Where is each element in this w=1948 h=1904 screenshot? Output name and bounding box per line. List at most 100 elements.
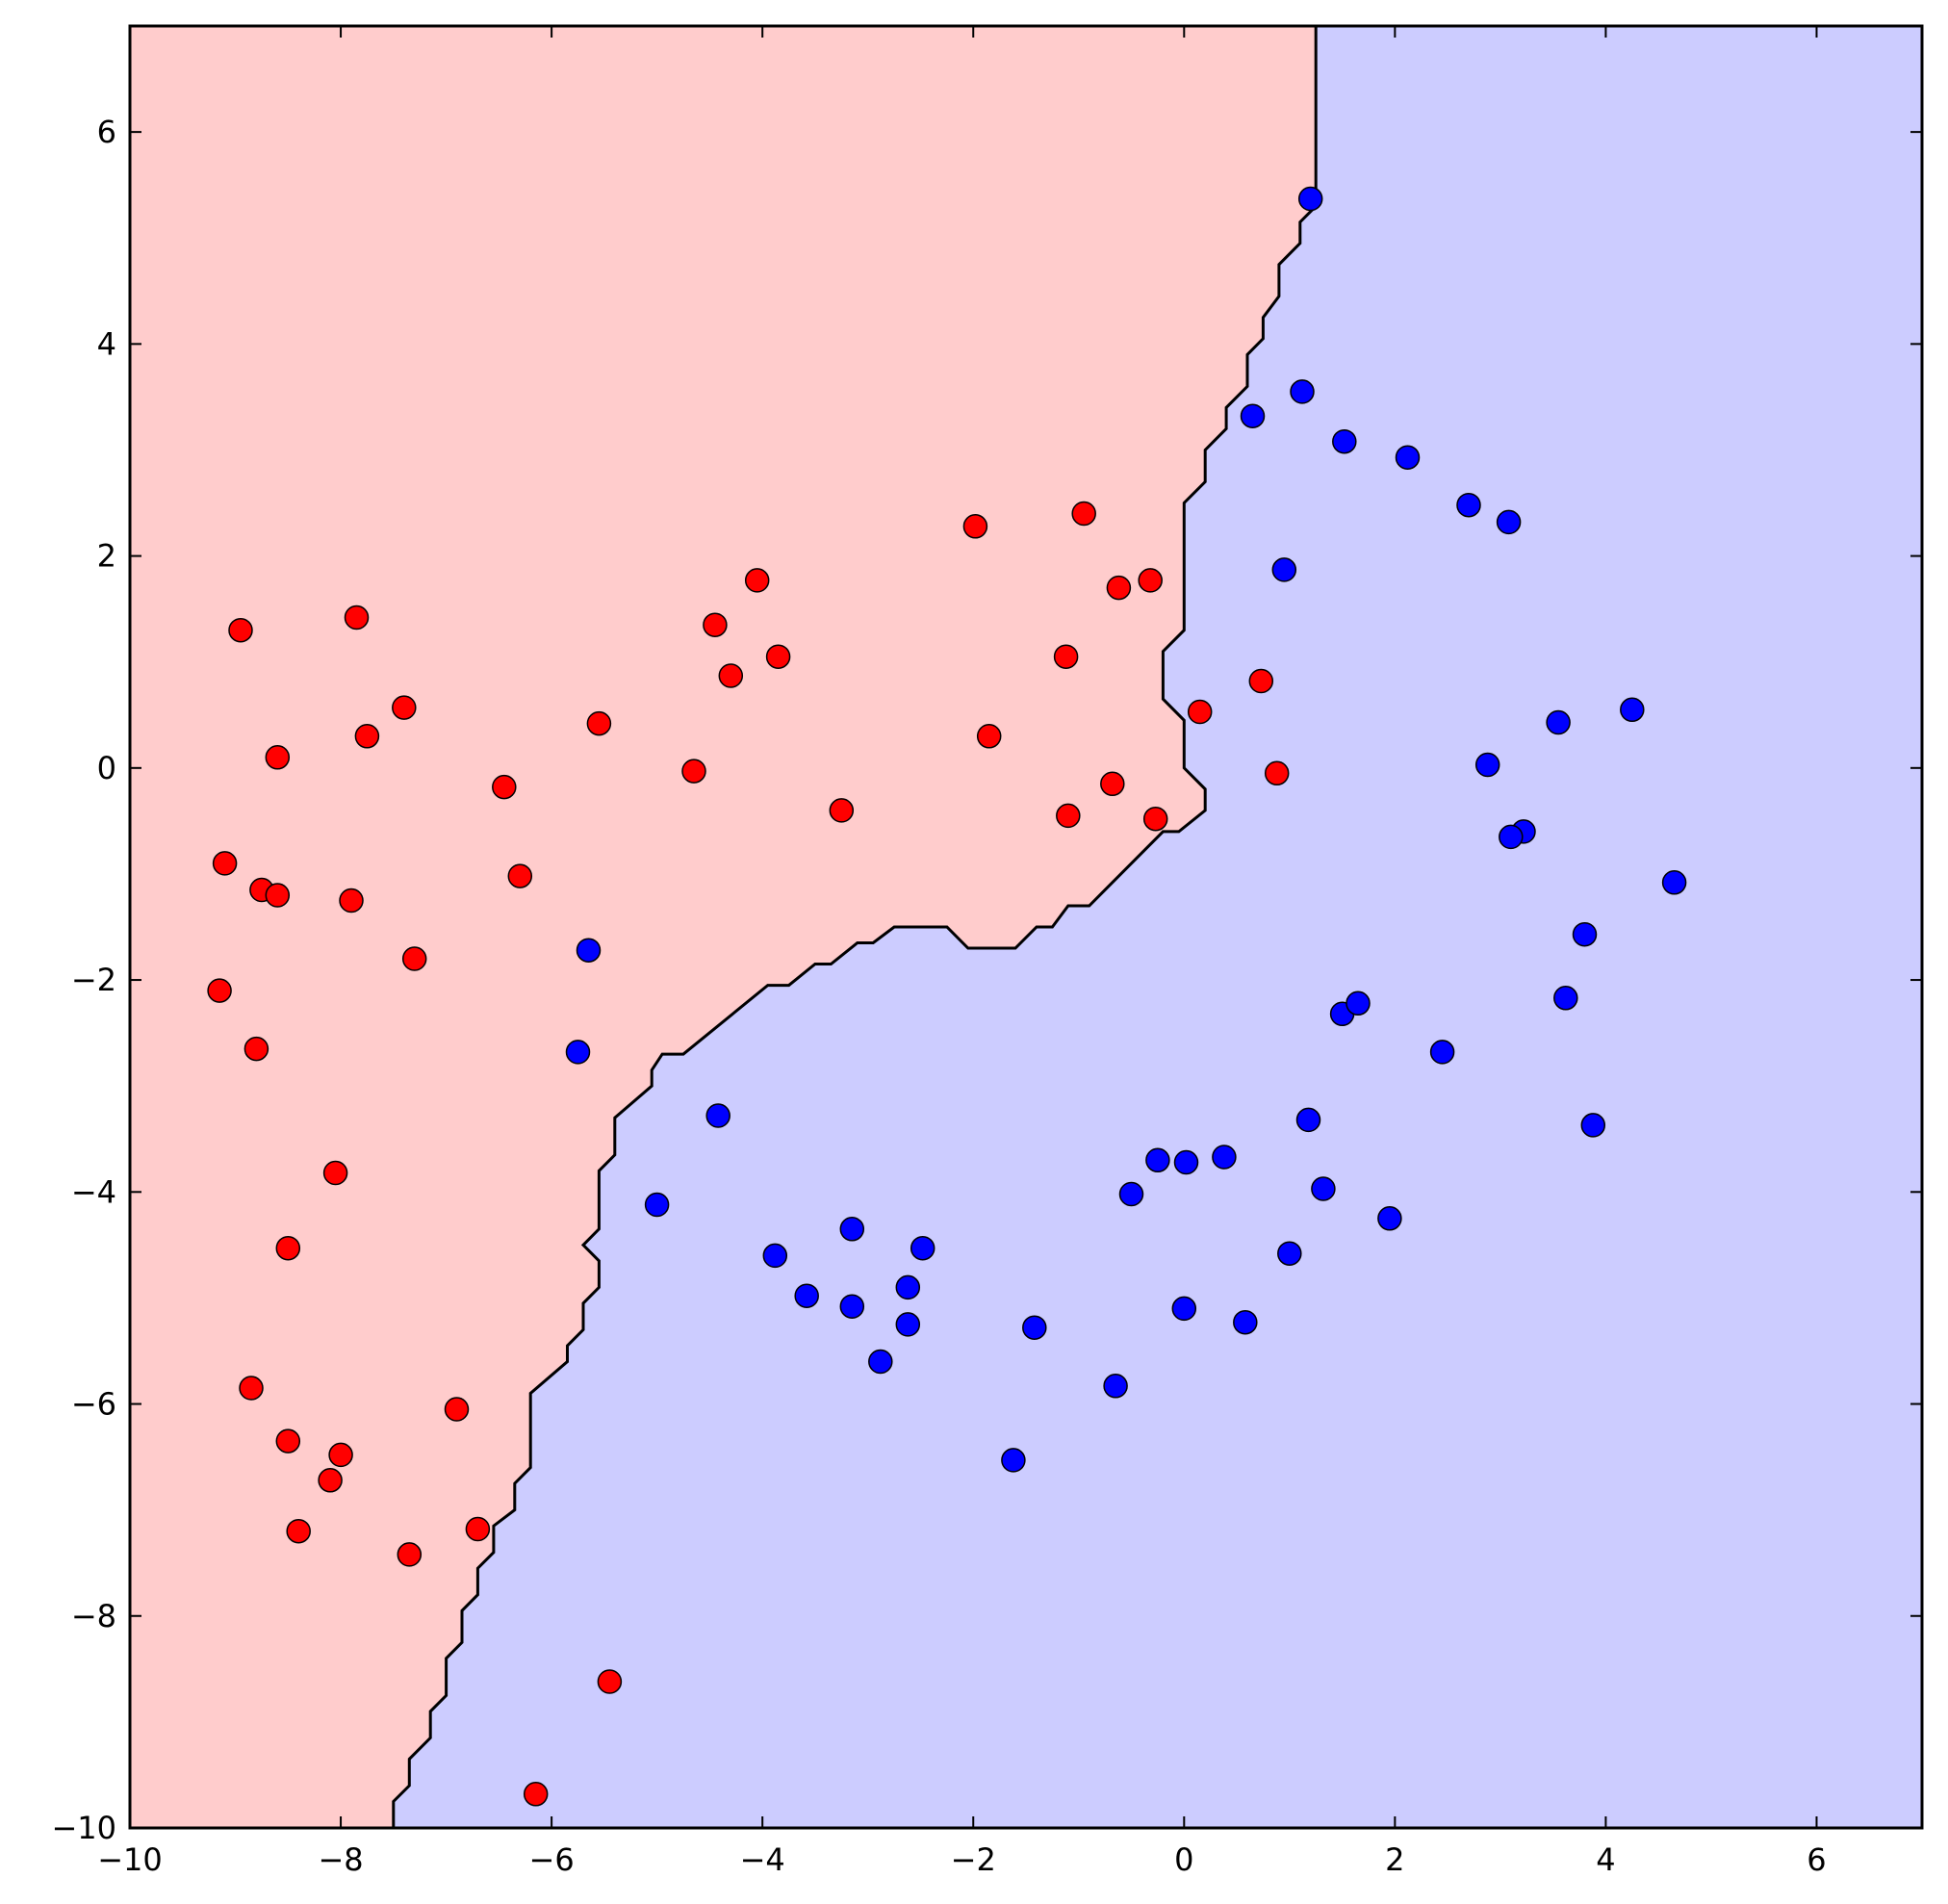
blue-class-point (1346, 991, 1371, 1016)
blue-class-point (1145, 1147, 1170, 1173)
red-class-point (1071, 501, 1096, 527)
red-class-point (318, 1468, 343, 1493)
blue-class-point (1499, 824, 1524, 850)
red-class-point (718, 663, 744, 688)
red-class-point (392, 695, 417, 720)
red-class-point (328, 1442, 353, 1468)
red-class-point (401, 946, 427, 971)
red-class-point (228, 617, 253, 643)
red-class-point (212, 851, 238, 876)
red-class-point (1248, 668, 1274, 694)
blue-class-point (705, 1103, 730, 1128)
y-tick-label: 4 (97, 325, 116, 362)
blue-class-point (762, 1243, 788, 1269)
scatter-points (207, 186, 1687, 1807)
blue-class-point (1429, 1040, 1455, 1065)
red-class-point (265, 883, 291, 908)
x-tick-label: 4 (1596, 1841, 1615, 1878)
red-class-point (586, 710, 612, 736)
blue-class-point (1295, 1107, 1321, 1133)
blue-class-point (644, 1192, 670, 1218)
red-class-point (597, 1669, 623, 1694)
blue-class-point (1474, 752, 1500, 778)
blue-class-point (1377, 1206, 1402, 1231)
blue-class-point (794, 1283, 819, 1308)
y-tick-label: 6 (97, 114, 116, 150)
blue-class-point (1118, 1181, 1144, 1207)
x-tick-label: −6 (529, 1841, 575, 1878)
y-tick-label: −6 (71, 1386, 116, 1423)
blue-class-point (1580, 1113, 1606, 1138)
red-class-point (444, 1397, 470, 1422)
blue-class-point (565, 1040, 591, 1065)
red-class-point (976, 724, 1002, 749)
red-class-point (492, 774, 517, 800)
red-class-point (339, 888, 364, 913)
red-class-point (1100, 771, 1125, 797)
blue-class-point (1496, 509, 1522, 535)
x-tick-label: 6 (1807, 1841, 1826, 1878)
red-class-point (265, 745, 291, 770)
red-class-point (207, 978, 232, 1003)
blue-class-point (1103, 1374, 1128, 1399)
blue-class-point (1661, 870, 1687, 895)
blue-class-point (1001, 1448, 1026, 1473)
red-class-point (507, 863, 533, 888)
blue-class-point (1620, 697, 1645, 723)
x-tick-label: 0 (1174, 1841, 1193, 1878)
y-tick-label: −4 (71, 1173, 116, 1210)
blue-class-point (868, 1349, 893, 1375)
y-tick-label: −8 (71, 1598, 116, 1634)
blue-class-point (1171, 1296, 1197, 1322)
red-class-point (1138, 568, 1163, 593)
blue-class-point (1553, 986, 1578, 1011)
blue-class-point (1546, 709, 1571, 735)
red-class-point (354, 724, 380, 749)
red-class-point (244, 1036, 269, 1062)
red-class-point (829, 798, 855, 823)
class-a-region (130, 26, 1317, 1828)
blue-class-point (1311, 1176, 1336, 1201)
x-tick-label: 2 (1385, 1841, 1404, 1878)
red-class-point (239, 1376, 264, 1401)
blue-class-point (1233, 1309, 1258, 1335)
blue-class-point (1271, 557, 1297, 582)
y-tick-label: 0 (97, 750, 116, 786)
blue-class-point (895, 1312, 921, 1337)
red-class-point (1106, 575, 1132, 601)
blue-class-point (1212, 1145, 1237, 1170)
red-class-point (465, 1516, 491, 1542)
red-class-point (1187, 699, 1213, 725)
blue-class-point (1173, 1149, 1199, 1175)
blue-class-point (1022, 1315, 1047, 1340)
red-class-point (1264, 760, 1290, 786)
blue-class-point (839, 1217, 865, 1242)
x-tick-label: −8 (318, 1841, 363, 1878)
red-class-point (1053, 644, 1079, 669)
red-class-point (703, 612, 728, 637)
red-class-point (1056, 803, 1081, 829)
y-tick-label: 2 (97, 538, 116, 575)
x-tick-label: −4 (740, 1841, 785, 1878)
blue-class-point (839, 1294, 865, 1319)
red-class-point (744, 568, 770, 593)
blue-class-point (1290, 379, 1315, 404)
red-class-point (286, 1518, 311, 1544)
red-class-point (397, 1542, 423, 1567)
blue-class-point (1297, 186, 1323, 212)
y-tick-label: −2 (71, 962, 116, 998)
y-tick-label: −10 (51, 1810, 116, 1846)
red-class-point (344, 605, 370, 630)
red-class-point (765, 644, 791, 669)
blue-class-point (1240, 403, 1266, 428)
plot-frame (128, 24, 1924, 1830)
blue-class-point (910, 1235, 936, 1261)
blue-class-point (1456, 492, 1481, 518)
decision-boundary-line (392, 26, 1318, 1828)
red-class-point (275, 1428, 301, 1454)
x-tick-label: −10 (97, 1841, 163, 1878)
blue-class-point (1395, 445, 1421, 470)
x-axis: −10 −8 −6 −4 −2 0 2 4 6 (97, 26, 1827, 1878)
blue-class-point (1332, 428, 1357, 454)
